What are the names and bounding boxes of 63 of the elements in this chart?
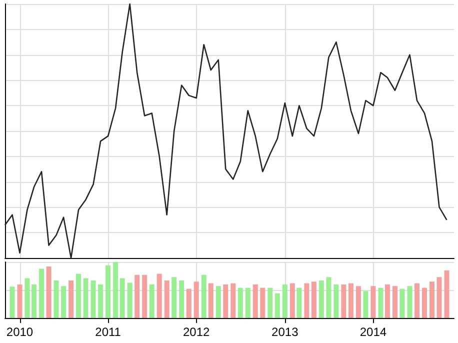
bar <box>363 291 368 318</box>
x-tick-label: 2011 <box>95 325 122 339</box>
bar <box>384 284 390 318</box>
x-tick-label: 2012 <box>183 325 210 339</box>
bar <box>370 286 376 318</box>
bar <box>208 283 214 318</box>
bar <box>422 288 427 318</box>
bar <box>134 274 140 318</box>
bar <box>39 268 44 318</box>
bar <box>252 284 258 318</box>
bar <box>318 280 324 318</box>
bar <box>142 274 148 318</box>
bar <box>156 274 162 318</box>
bar <box>17 284 22 318</box>
bar <box>98 284 104 318</box>
bar <box>61 286 66 318</box>
bar <box>290 283 295 318</box>
bar <box>311 282 316 318</box>
bar <box>113 262 118 318</box>
bar <box>378 288 384 318</box>
bar <box>83 278 88 318</box>
bar <box>392 286 398 318</box>
bar <box>149 284 154 318</box>
bar <box>407 286 412 318</box>
bar <box>436 277 442 318</box>
bar <box>429 282 434 318</box>
bar <box>400 288 405 318</box>
bar <box>10 286 15 318</box>
bar <box>68 280 74 318</box>
bar <box>46 266 52 318</box>
bar <box>216 286 221 318</box>
bar <box>444 270 450 318</box>
bar <box>296 288 302 318</box>
bar <box>120 278 125 318</box>
bar <box>186 288 192 318</box>
bar <box>274 293 280 318</box>
bar <box>106 265 111 318</box>
bar <box>230 283 236 318</box>
bar <box>172 277 177 318</box>
bar <box>194 282 199 318</box>
bar <box>54 280 59 318</box>
bar <box>179 280 184 318</box>
bar <box>341 284 346 318</box>
x-tick-label: 2014 <box>360 325 387 339</box>
bar <box>326 277 332 318</box>
bar <box>223 284 228 318</box>
bar <box>356 286 361 318</box>
bar <box>201 274 206 318</box>
x-tick-label: 2013 <box>272 325 299 339</box>
bar <box>282 284 288 318</box>
bar <box>238 288 243 318</box>
bar <box>127 282 132 318</box>
bar <box>90 280 96 318</box>
bar <box>164 280 170 318</box>
bar <box>304 283 310 318</box>
bar <box>245 288 250 318</box>
bar <box>76 274 82 318</box>
bar <box>348 283 354 318</box>
bar <box>334 284 339 318</box>
x-tick-label: 2010 <box>6 325 34 339</box>
bar <box>268 288 273 318</box>
bar <box>260 288 266 318</box>
bar <box>414 283 420 318</box>
